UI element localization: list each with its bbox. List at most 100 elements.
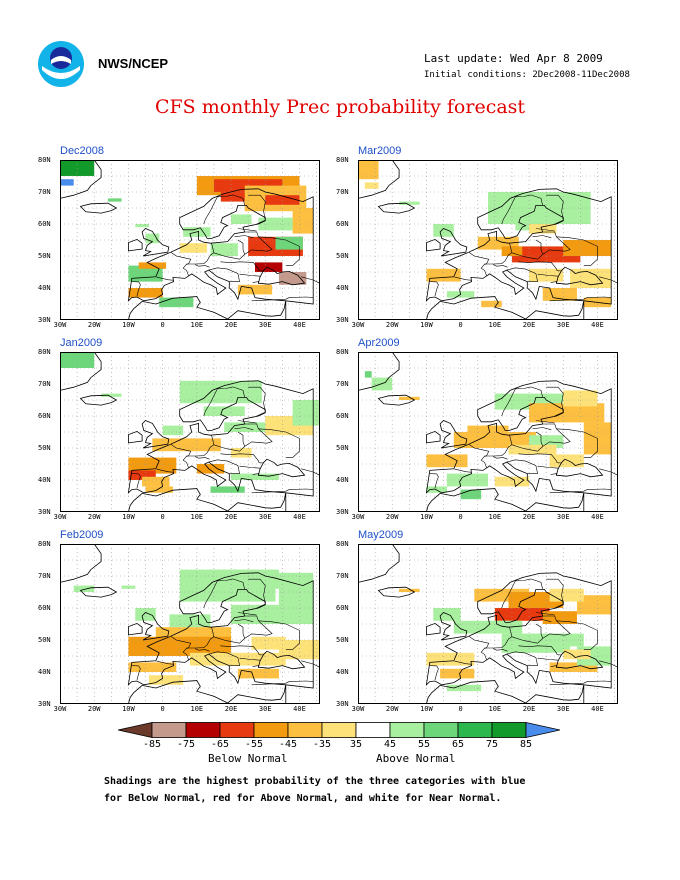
country-border	[258, 236, 300, 266]
lon-tick-label: 10W	[420, 705, 433, 713]
lon-tick-label: 0	[458, 513, 463, 521]
country-border	[237, 228, 257, 232]
probability-shading	[563, 240, 612, 256]
probability-shading	[549, 454, 584, 468]
country-border	[518, 645, 562, 656]
coastline	[358, 544, 400, 583]
probability-shading	[231, 214, 252, 224]
country-border	[599, 468, 618, 476]
probability-shading	[60, 179, 74, 186]
probability-shading	[128, 265, 163, 282]
coastline	[141, 228, 170, 257]
probability-shading	[426, 454, 468, 468]
page-title: CFS monthly Prec probability forecast	[154, 96, 526, 118]
colorbar-segment	[185, 722, 221, 738]
country-border	[239, 273, 261, 277]
lon-tick-label: 20W	[385, 321, 399, 329]
coastline	[439, 612, 468, 641]
probability-shading	[128, 662, 177, 672]
lat-tick-label: 80N	[336, 348, 349, 356]
lat-tick-label: 40N	[336, 476, 349, 484]
country-border	[535, 420, 555, 424]
map-panel-apr2009	[358, 352, 618, 512]
lat-tick-label: 60N	[38, 412, 51, 420]
colorbar-segment	[118, 722, 153, 738]
probability-shading	[399, 396, 420, 400]
map-panel-mar2009	[358, 160, 618, 320]
lon-tick-label: 0	[458, 705, 463, 713]
lat-tick-label: 60N	[336, 604, 349, 612]
lat-tick-label: 80N	[38, 156, 51, 164]
lon-tick-label: 30W	[351, 321, 365, 329]
probability-shading	[145, 486, 173, 493]
shading-note-line2: for Below Normal, red for Above Normal, …	[104, 793, 502, 804]
probability-shading	[179, 243, 208, 253]
country-border	[454, 468, 472, 473]
probability-shading	[481, 300, 502, 308]
lat-tick-label: 40N	[336, 668, 349, 676]
lon-tick-label: 20E	[224, 513, 238, 521]
country-border	[232, 578, 245, 590]
country-border	[501, 386, 531, 417]
lat-tick-label: 80N	[336, 156, 349, 164]
country-border	[239, 657, 261, 661]
country-border	[194, 648, 210, 652]
lon-tick-label: 40E	[591, 705, 604, 713]
probability-shading	[255, 262, 283, 272]
lon-tick-label: 30E	[258, 513, 272, 521]
country-border	[156, 468, 174, 473]
coastline	[79, 202, 118, 214]
country-border	[506, 459, 538, 475]
country-border	[237, 420, 257, 424]
coastline	[426, 488, 585, 512]
lon-tick-label: 40E	[293, 321, 306, 329]
country-border	[518, 261, 562, 272]
probability-shading	[128, 470, 156, 480]
country-border	[156, 660, 174, 665]
lat-tick-label: 70N	[38, 188, 51, 196]
probability-shading	[145, 246, 153, 250]
country-border	[208, 459, 240, 475]
probability-shading	[73, 585, 95, 592]
coastline	[555, 266, 604, 286]
country-border	[537, 465, 559, 469]
panel-label-mar2009: Mar2009	[358, 145, 402, 157]
country-border	[234, 235, 254, 239]
country-border	[454, 660, 472, 665]
probability-shading	[210, 243, 238, 256]
country-border	[244, 423, 273, 447]
lat-tick-label: 50N	[38, 252, 51, 260]
country-border	[252, 281, 259, 284]
probability-shading	[190, 652, 286, 666]
probability-shading	[101, 393, 122, 397]
colorbar-label: 55	[417, 739, 431, 750]
country-border	[194, 264, 210, 268]
lon-tick-label: 40E	[591, 321, 604, 329]
colorbar	[118, 722, 560, 738]
probability-shading	[501, 246, 523, 256]
lat-tick-label: 30N	[336, 316, 349, 324]
colorbar-segment	[321, 722, 357, 738]
probability-shading	[549, 588, 584, 602]
colorbar-segment	[287, 722, 323, 738]
lon-tick-label: 0	[458, 321, 463, 329]
lon-tick-label: 30E	[556, 321, 570, 329]
panel-label-may2009: May2009	[358, 529, 404, 541]
country-border	[251, 488, 314, 494]
probability-shading	[494, 608, 550, 621]
map-panel-may2009	[358, 544, 618, 704]
map-frame	[358, 160, 618, 320]
probability-shading	[446, 684, 482, 692]
country-border	[208, 267, 240, 283]
org-name: NWS/NCEP	[98, 56, 169, 71]
probability-shading	[152, 438, 221, 452]
shading-note-line1: Shadings are the highest probability of …	[104, 776, 526, 787]
country-border	[186, 435, 215, 457]
country-border	[537, 657, 559, 661]
lat-tick-label: 40N	[38, 476, 51, 484]
country-border	[239, 465, 261, 469]
country-border	[542, 231, 571, 255]
country-border	[532, 427, 552, 431]
country-border	[542, 423, 571, 447]
country-border	[429, 281, 439, 297]
